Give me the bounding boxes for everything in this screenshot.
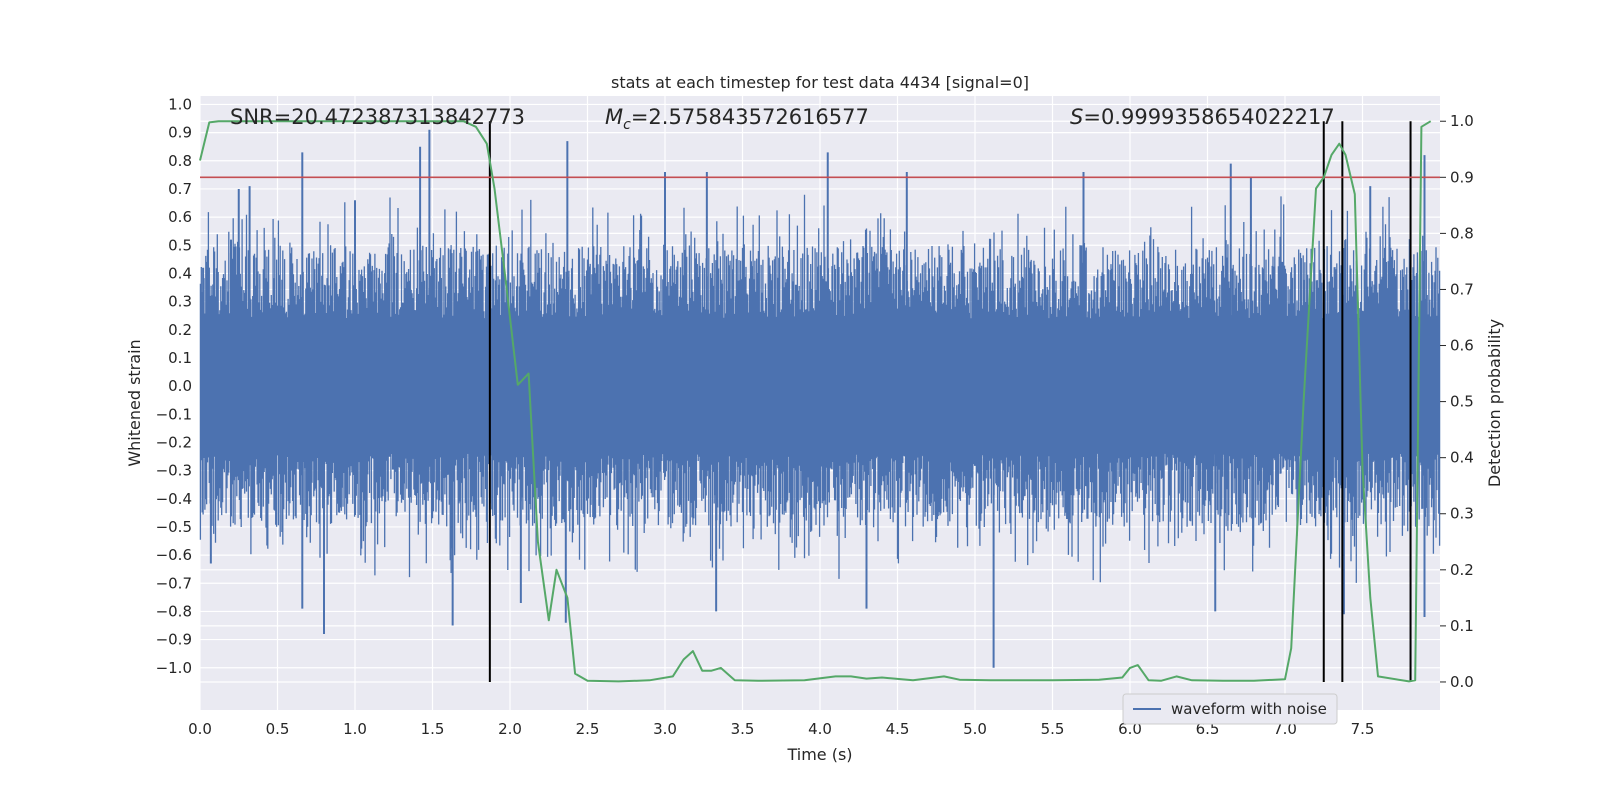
y-tick-label-left: 0.7 (168, 180, 192, 198)
y-tick-label-left: 0.4 (168, 264, 192, 282)
x-tick-label: 4.5 (886, 720, 910, 738)
x-tick-label: 3.5 (731, 720, 755, 738)
y-tick-label-left: −0.7 (156, 574, 192, 592)
y-tick-label-right: 0.0 (1450, 673, 1474, 691)
probability-series (199, 120, 1432, 683)
chirp-mass-value: =2.575843572616577 (631, 105, 869, 129)
tick-labels: 1.0 0.9 0.8 0.7 0.6 0.5 0.4 0.3 0.2 0.1 0.0 −0.1 −0.… (156, 95, 1474, 738)
y-tick-label-left: −0.9 (156, 631, 192, 649)
y-tick-label-left: 0.8 (168, 152, 192, 170)
y-axis-label-left: Whitened strain (125, 339, 144, 466)
s-annotation: S=0.9999358654022217 (1070, 105, 1335, 129)
x-tick-label: 3.0 (653, 720, 677, 738)
y-tick-label-right: 0.5 (1450, 393, 1474, 411)
chart-title: stats at each timestep for test data 443… (611, 73, 1029, 92)
legend-box (1122, 693, 1338, 725)
y-tick-label-left: −0.4 (156, 490, 192, 508)
chirp-mass-subscript: c (623, 117, 631, 133)
y-tick-label-left: −1.0 (156, 659, 192, 677)
y-tick-label-left: −0.8 (156, 602, 192, 620)
y-tick-label-left: −0.2 (156, 433, 192, 451)
y-tick-label-right: 0.4 (1450, 449, 1474, 467)
y-tick-label-left: −0.6 (156, 546, 192, 564)
x-tick-label: 2.5 (576, 720, 600, 738)
y-tick-label-left: −0.5 (156, 518, 192, 536)
y-tick-label-right: 0.2 (1450, 561, 1474, 579)
y-tick-label-left: 0.3 (168, 293, 192, 311)
y-tick-label-right: 0.8 (1450, 224, 1474, 242)
x-tick-label: 1.5 (421, 720, 445, 738)
y-tick-label-left: −0.1 (156, 405, 192, 423)
y-tick-label-right: 1.0 (1450, 112, 1474, 130)
y-tick-label-left: 0.9 (168, 124, 192, 142)
legend: waveform with noise (1122, 693, 1338, 725)
x-tick-label: 7.5 (1351, 720, 1375, 738)
waveform-noise-bars (199, 194, 1441, 583)
y-tick-label-left: 1.0 (168, 95, 192, 113)
y-tick-label-left: 0.5 (168, 236, 192, 254)
x-tick-label: 5.5 (1041, 720, 1065, 738)
y-tick-label-right: 0.1 (1450, 617, 1474, 635)
y-tick-label-left: 0.0 (168, 377, 192, 395)
chirp-mass-symbol: M (605, 105, 623, 129)
legend-label: waveform with noise (1171, 700, 1327, 718)
y-tick-label-right: 0.7 (1450, 280, 1474, 298)
y-tick-label-left: −0.3 (156, 462, 192, 480)
s-symbol: S (1070, 105, 1083, 129)
x-tick-label: 0.5 (266, 720, 290, 738)
y-tick-label-right: 0.6 (1450, 337, 1474, 355)
y-tick-label-right: 0.9 (1450, 168, 1474, 186)
s-value: =0.9999358654022217 (1083, 105, 1334, 129)
x-axis-label: Time (s) (786, 745, 852, 764)
x-tick-label: 4.0 (808, 720, 832, 738)
vertical-markers (488, 121, 1412, 682)
y-axis-label-right: Detection probability (1485, 319, 1504, 487)
snr-annotation: SNR=20.472387313842773 (230, 105, 525, 129)
y-tick-label-right: 0.3 (1450, 505, 1474, 523)
waveform-series (199, 129, 1441, 668)
y-tick-label-left: 0.1 (168, 349, 192, 367)
y-tick-label-left: 0.2 (168, 321, 192, 339)
x-tick-label: 5.0 (963, 720, 987, 738)
x-tick-label: 2.0 (498, 720, 522, 738)
chirp-mass-annotation: Mc=2.575843572616577 (605, 105, 869, 133)
x-tick-label: 0.0 (188, 720, 212, 738)
detection-probability-line (199, 120, 1432, 683)
y-tick-label-left: 0.6 (168, 208, 192, 226)
x-tick-label: 1.0 (343, 720, 367, 738)
